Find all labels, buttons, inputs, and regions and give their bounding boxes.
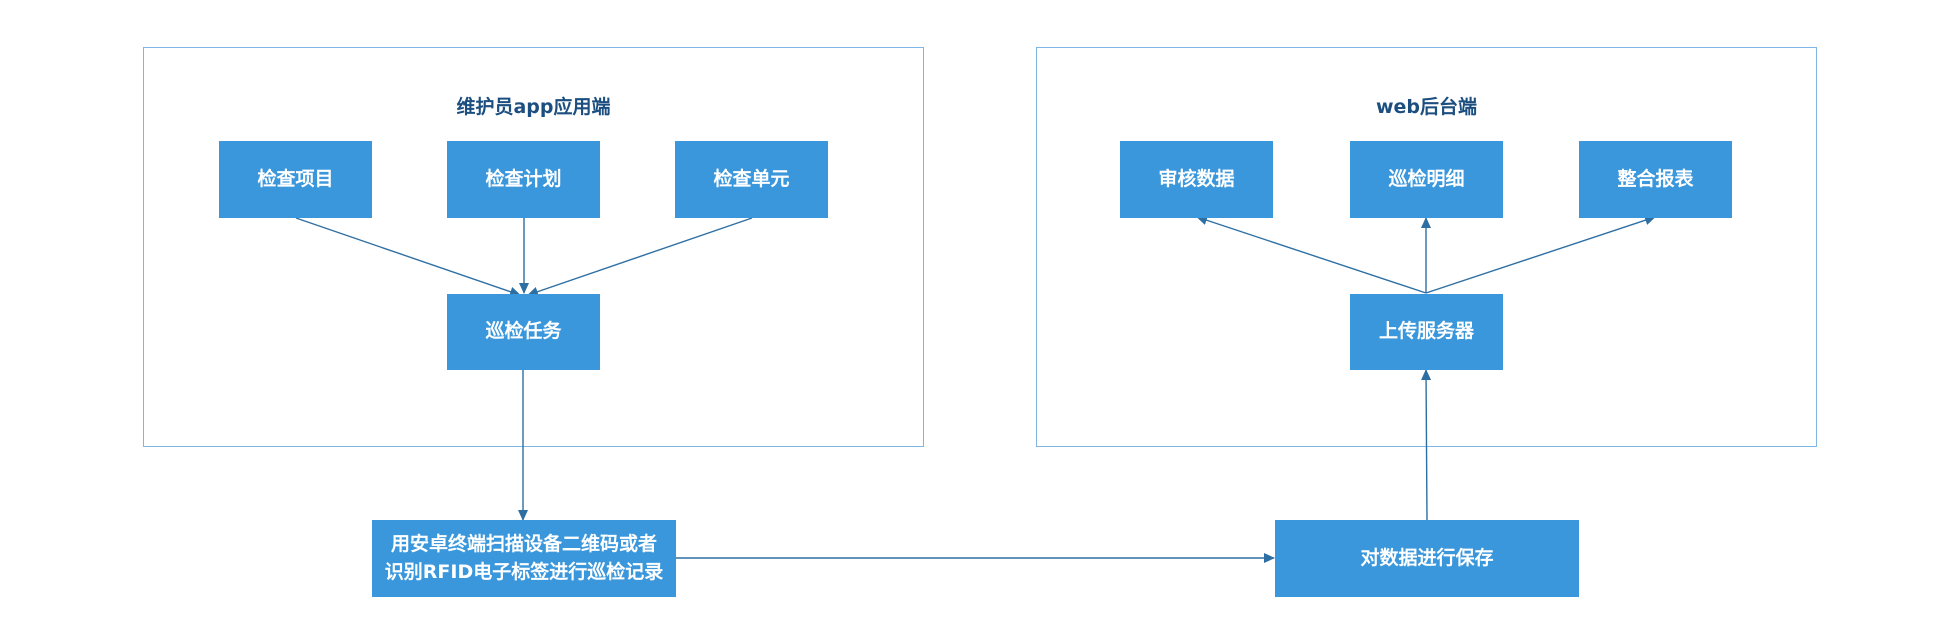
node-merge-report: 整合报表: [1579, 141, 1732, 218]
node-patrol-detail: 巡检明细: [1350, 141, 1503, 218]
web-group: web后台端: [1036, 47, 1817, 447]
node-save-data-label: 对数据进行保存: [1360, 546, 1494, 569]
node-check-item-label: 检查项目: [257, 167, 334, 190]
node-patrol-task: 巡检任务: [447, 294, 600, 370]
node-review-data-label: 审核数据: [1158, 167, 1235, 190]
node-check-unit-label: 检查单元: [713, 167, 790, 190]
node-scan-record-line1: 用安卓终端扫描设备二维码或者: [390, 532, 657, 555]
app-group-title: 维护员app应用端: [456, 96, 611, 118]
node-merge-report-label: 整合报表: [1617, 167, 1694, 190]
node-check-item: 检查项目: [219, 141, 372, 218]
node-upload-server-label: 上传服务器: [1378, 320, 1474, 343]
node-check-plan: 检查计划: [447, 141, 600, 218]
node-save-data: 对数据进行保存: [1275, 520, 1579, 597]
app-group: 维护员app应用端: [143, 47, 924, 447]
node-scan-record-line2: 识别RFID电子标签进行巡检记录: [384, 560, 664, 583]
web-group-title: web后台端: [1375, 96, 1478, 118]
node-patrol-detail-label: 巡检明细: [1388, 167, 1465, 190]
node-review-data: 审核数据: [1120, 141, 1273, 218]
node-check-unit: 检查单元: [675, 141, 828, 218]
node-check-plan-label: 检查计划: [485, 167, 562, 190]
node-upload-server: 上传服务器: [1350, 294, 1503, 370]
node-scan-record: 用安卓终端扫描设备二维码或者 识别RFID电子标签进行巡检记录: [372, 520, 676, 597]
node-patrol-task-label: 巡检任务: [485, 320, 562, 343]
